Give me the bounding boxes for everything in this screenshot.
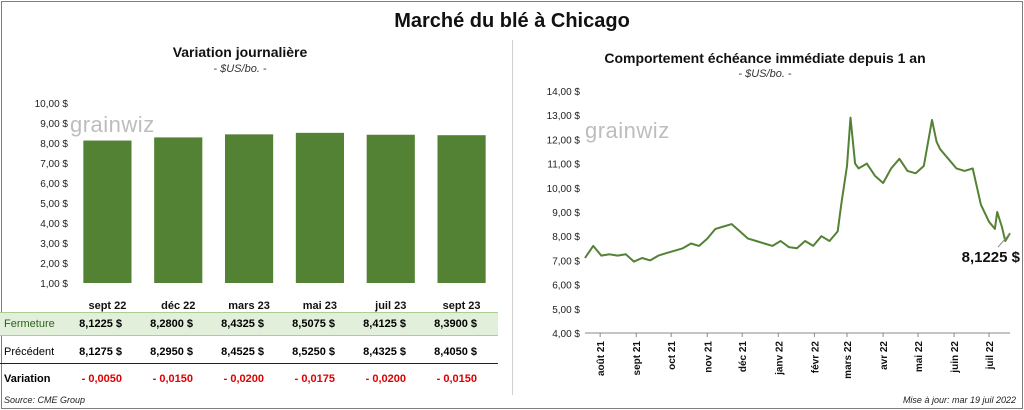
x-tick-label: août 21 [596,341,607,376]
fermeture-cell: 8,1225 $ [79,318,122,330]
variation-cell: - 0,0150 [152,373,193,385]
bar [295,132,344,283]
x-tick-label: févr 22 [810,341,821,374]
y-tick-label: 8,00 $ [552,232,580,243]
bar-chart: 1,00 $ 2,00 $ 3,00 $ 4,00 $ 5,00 $ 6,00 $ 7,00… [35,99,486,312]
y-tick-label: 10,00 $ [35,99,69,110]
x-tick-label: mars 22 [843,341,854,379]
x-tick-label: mai 23 [303,300,337,312]
y-tick-label: 9,00 $ [40,119,68,130]
update-note: Mise à jour: mar 19 juil 2022 [902,395,1016,405]
x-tick-label: sept 22 [88,300,126,312]
y-tick-label: 4,00 $ [552,329,580,340]
x-tick-label: déc 22 [161,300,195,312]
y-tick-label: 13,00 $ [547,111,581,122]
y-tick-label: 7,00 $ [552,256,580,267]
y-tick-label: 9,00 $ [552,208,580,219]
price-line [584,116,1011,263]
precedent-cell: 8,4325 $ [363,346,406,358]
x-tick-label: janv 22 [774,341,785,376]
line-chart: 4,00 $ 5,00 $ 6,00 $ 7,00 $ 8,00 $ 9,00 $ 10,0… [547,87,1020,379]
precedent-cell: 8,1275 $ [79,346,122,358]
precedent-cell: 8,4525 $ [221,346,264,358]
precedent-cell: 8,2950 $ [150,346,193,358]
precedent-cell: 8,4050 $ [434,346,477,358]
bar [225,134,274,283]
y-tick-label: 12,00 $ [547,135,581,146]
x-tick-label: sept 23 [443,300,481,312]
bar [437,135,486,283]
x-tick-label: déc 21 [738,341,749,373]
bar [154,137,203,283]
bar [366,134,415,283]
last-value-leader [997,232,1011,248]
fermeture-label: Fermeture [4,318,55,330]
last-value-label: 8,1225 $ [962,249,1020,266]
variation-label: Variation [4,373,51,385]
x-tick-label: oct 21 [667,341,678,370]
precedent-cell: 8,5250 $ [292,346,335,358]
y-tick-label: 5,00 $ [40,199,68,210]
y-tick-label: 3,00 $ [40,239,68,250]
left-watermark: grainwiz [70,112,155,137]
y-tick-label: 14,00 $ [547,87,581,98]
table-row-fermeture: Fermeture 8,1225 $ 8,2800 $ 8,4325 $ 8,5… [0,312,498,336]
y-tick-label: 2,00 $ [40,259,68,270]
fermeture-cell: 8,4325 $ [221,318,264,330]
fermeture-cell: 8,5075 $ [292,318,335,330]
y-tick-label: 5,00 $ [552,305,580,316]
variation-cell: - 0,0175 [294,373,335,385]
x-tick-label: mars 23 [228,300,270,312]
y-tick-label: 11,00 $ [547,160,580,171]
y-tick-label: 8,00 $ [40,139,68,150]
precedent-label: Précédent [4,346,55,358]
y-tick-label: 10,00 $ [547,184,581,195]
x-tick-label: juil 22 [985,341,996,371]
fermeture-cell: 8,2800 $ [150,318,193,330]
right-watermark: grainwiz [585,118,670,143]
bar [83,140,132,283]
page-title: Marché du blé à Chicago [394,10,630,32]
right-chart-title: Comportement échéance immédiate depuis 1… [604,50,926,66]
variation-cell: - 0,0200 [365,373,406,385]
left-chart-unit: - $US/bo. - [213,63,267,75]
x-tick-label: nov 21 [703,341,714,373]
fermeture-cell: 8,3900 $ [434,318,477,330]
panel-divider [512,40,513,395]
table-row-precedent: Précédent 8,1275 $ 8,2950 $ 8,4525 $ 8,5… [0,341,498,364]
variation-cell: - 0,0150 [436,373,477,385]
table-row-variation: Variation - 0,0050 - 0,0150 - 0,0200 - 0… [0,368,498,390]
y-tick-label: 7,00 $ [40,159,68,170]
left-chart-title: Variation journalière [172,44,308,60]
y-tick-label: 4,00 $ [40,219,68,230]
variation-cell: - 0,0200 [223,373,264,385]
y-tick-label: 6,00 $ [40,179,68,190]
x-tick-label: juin 22 [950,341,961,374]
fermeture-cell: 8,4125 $ [363,318,406,330]
right-chart-unit: - $US/bo. - [738,68,792,80]
y-tick-label: 1,00 $ [40,279,68,290]
x-tick-label: sept 21 [632,341,643,376]
y-tick-label: 6,00 $ [552,281,580,292]
x-tick-label: avr 22 [879,341,890,370]
x-tick-label: mai 22 [914,341,925,373]
variation-cell: - 0,0050 [81,373,122,385]
x-tick-label: juil 23 [374,300,406,312]
source-note: Source: CME Group [4,395,86,405]
